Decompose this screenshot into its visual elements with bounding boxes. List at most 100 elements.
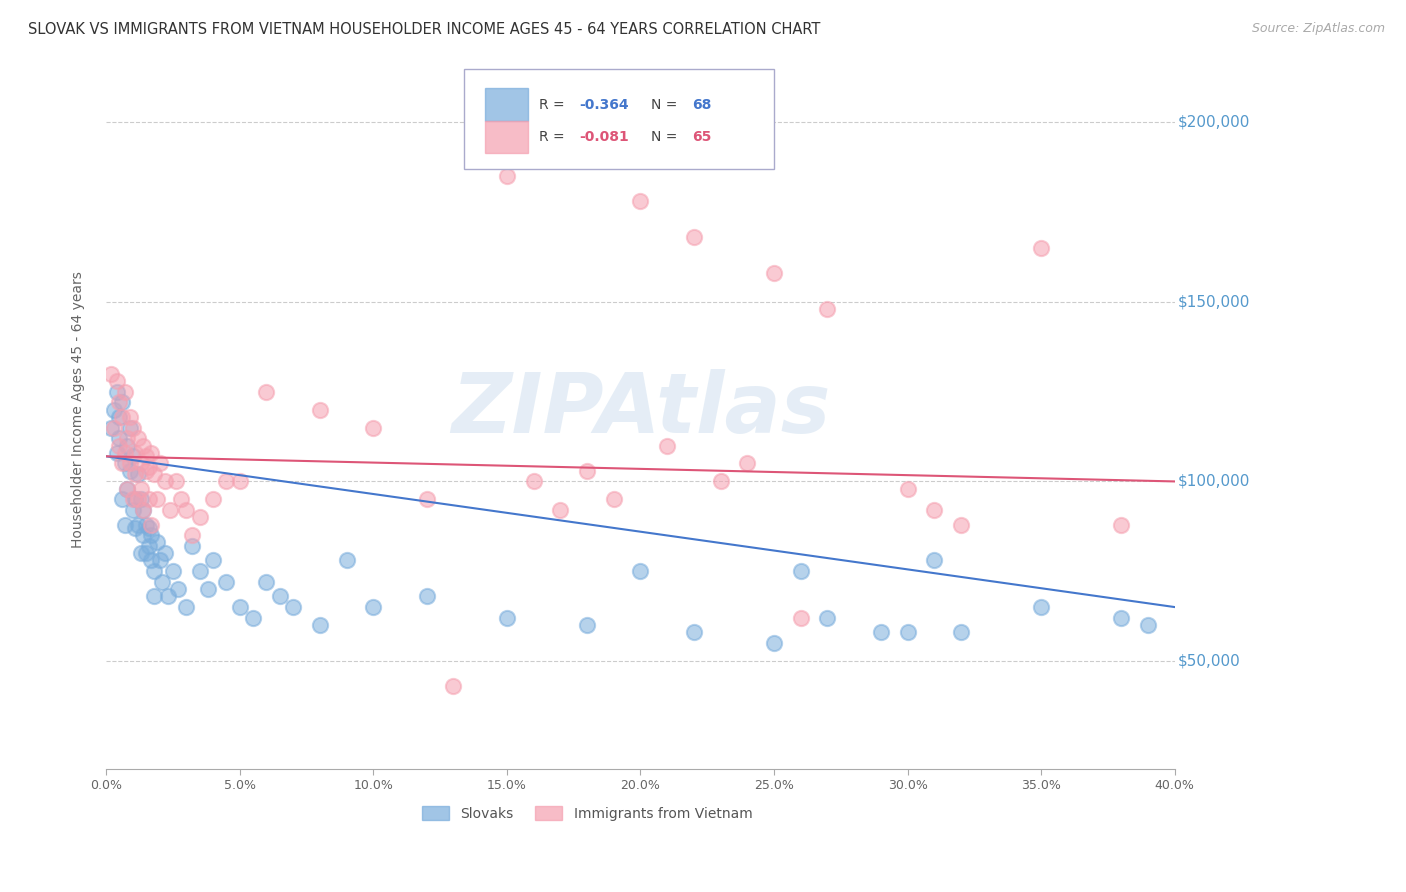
- Point: [897, 482, 920, 496]
- Point: [138, 539, 160, 553]
- Point: [180, 528, 202, 542]
- Text: $200,000: $200,000: [1178, 115, 1250, 130]
- Point: [762, 266, 785, 280]
- Point: [146, 492, 169, 507]
- Point: [575, 618, 598, 632]
- Point: [415, 590, 437, 604]
- Point: [215, 574, 238, 589]
- Point: [129, 457, 152, 471]
- Point: [135, 546, 157, 560]
- Point: [174, 600, 197, 615]
- Point: [135, 517, 157, 532]
- Point: [950, 625, 973, 640]
- Point: [108, 438, 131, 452]
- Point: [790, 611, 813, 625]
- Point: [117, 482, 139, 496]
- Text: $100,000: $100,000: [1178, 474, 1250, 489]
- Point: [870, 625, 893, 640]
- Point: [197, 582, 219, 596]
- Point: [153, 475, 176, 489]
- Point: [129, 492, 152, 507]
- Point: [111, 395, 134, 409]
- Text: $50,000: $50,000: [1178, 654, 1240, 668]
- Point: [114, 384, 136, 399]
- Point: [103, 402, 125, 417]
- Point: [201, 492, 224, 507]
- Point: [121, 492, 143, 507]
- Point: [156, 590, 179, 604]
- Point: [141, 528, 163, 542]
- Point: [121, 450, 143, 464]
- Point: [132, 503, 155, 517]
- Point: [121, 503, 143, 517]
- Point: [269, 590, 291, 604]
- Point: [143, 564, 166, 578]
- Point: [1137, 618, 1160, 632]
- Point: [281, 600, 304, 615]
- Point: [335, 553, 357, 567]
- Text: -0.364: -0.364: [579, 97, 628, 112]
- Point: [111, 409, 134, 424]
- Text: -0.081: -0.081: [579, 130, 630, 144]
- Point: [132, 503, 155, 517]
- Point: [121, 420, 143, 434]
- Point: [105, 384, 128, 399]
- Point: [575, 464, 598, 478]
- Point: [127, 517, 149, 532]
- Point: [138, 492, 160, 507]
- Point: [188, 510, 211, 524]
- Point: [790, 564, 813, 578]
- Text: 65: 65: [692, 130, 711, 144]
- Point: [120, 409, 142, 424]
- Point: [124, 521, 146, 535]
- Point: [682, 625, 704, 640]
- Text: R =: R =: [538, 97, 569, 112]
- Point: [124, 492, 146, 507]
- Point: [165, 475, 187, 489]
- Point: [950, 517, 973, 532]
- Point: [129, 482, 152, 496]
- Point: [117, 431, 139, 445]
- Point: [146, 535, 169, 549]
- Point: [159, 503, 181, 517]
- Point: [628, 564, 651, 578]
- Point: [162, 564, 184, 578]
- Point: [153, 546, 176, 560]
- Point: [1111, 611, 1133, 625]
- Legend: Slovaks, Immigrants from Vietnam: Slovaks, Immigrants from Vietnam: [416, 800, 758, 826]
- Point: [415, 492, 437, 507]
- Point: [215, 475, 238, 489]
- Point: [141, 446, 163, 460]
- Point: [124, 467, 146, 482]
- Point: [150, 574, 173, 589]
- Point: [141, 517, 163, 532]
- Point: [180, 539, 202, 553]
- Point: [114, 457, 136, 471]
- Point: [143, 467, 166, 482]
- Point: [174, 503, 197, 517]
- Point: [682, 230, 704, 244]
- Point: [138, 521, 160, 535]
- Point: [242, 611, 264, 625]
- Point: [141, 553, 163, 567]
- Point: [100, 367, 122, 381]
- Y-axis label: Householder Income Ages 45 - 64 years: Householder Income Ages 45 - 64 years: [72, 271, 86, 548]
- Point: [201, 553, 224, 567]
- Point: [228, 600, 250, 615]
- Point: [1031, 600, 1053, 615]
- Point: [100, 420, 122, 434]
- Point: [924, 503, 946, 517]
- Point: [127, 467, 149, 482]
- Point: [228, 475, 250, 489]
- Point: [361, 600, 384, 615]
- Point: [495, 611, 517, 625]
- Point: [132, 528, 155, 542]
- Text: N =: N =: [651, 130, 682, 144]
- Point: [148, 457, 170, 471]
- Point: [108, 409, 131, 424]
- Point: [170, 492, 193, 507]
- Point: [628, 194, 651, 209]
- Point: [602, 492, 624, 507]
- Point: [120, 457, 142, 471]
- Point: [120, 420, 142, 434]
